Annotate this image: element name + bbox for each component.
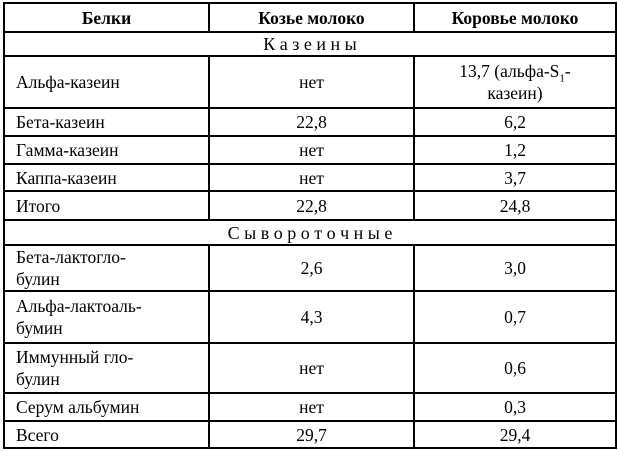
column-header-goat-milk: Козье молоко (208, 2, 415, 33)
protein-name-cell: Гамма-казеин (3, 135, 210, 165)
goat-milk-value-cell: 22,8 (208, 190, 415, 221)
cow-milk-value-cell: 3,7 (413, 163, 617, 192)
section-header-caseins: К а з е и н ы (3, 31, 617, 57)
table-row: Каппа-казеин нет 3,7 (3, 163, 617, 192)
section-header-whey: С ы в о р о т о ч н ы е (3, 219, 617, 246)
goat-milk-value-cell: нет (208, 392, 415, 422)
protein-name-cell: Серум альбумин (3, 392, 210, 422)
table-header-row: Белки Козье молоко Коровье молоко (3, 2, 617, 33)
table-row: Иммунный гло- булин нет 0,6 (3, 342, 617, 394)
goat-milk-value-cell: 29,7 (208, 420, 415, 449)
column-header-proteins: Белки (3, 2, 210, 33)
section-row-whey: С ы в о р о т о ч н ы е (3, 219, 617, 246)
cow-alpha-hyphen: - (564, 61, 571, 81)
goat-milk-value-cell: 22,8 (208, 107, 415, 137)
protein-name-cell: Каппа-казеин (3, 163, 210, 192)
cow-milk-value-cell: 29,4 (413, 420, 617, 449)
goat-milk-value-cell: нет (208, 163, 415, 192)
cow-milk-value-cell: 0,7 (413, 290, 617, 344)
protein-name-cell: Итого (3, 190, 210, 221)
protein-name-cell: Всего (3, 420, 210, 449)
goat-milk-value-cell: 4,3 (208, 290, 415, 344)
table-row: Альфа-казеин нет 13,7 (альфа-S1- казеин) (3, 55, 617, 109)
table-row-total: Всего 29,7 29,4 (3, 420, 617, 449)
table-row: Бета-лактогло- булин 2,6 3,0 (3, 244, 617, 292)
table-row: Гамма-казеин нет 1,2 (3, 135, 617, 165)
cow-milk-value-cell: 13,7 (альфа-S1- казеин) (413, 55, 617, 109)
cow-alpha-value-line2: казеин) (487, 83, 543, 103)
table-row: Бета-казеин 22,8 6,2 (3, 107, 617, 137)
cow-milk-value-cell: 0,6 (413, 342, 617, 394)
goat-milk-value-cell: нет (208, 342, 415, 394)
cow-alpha-value-line1: 13,7 (альфа-S (459, 61, 560, 81)
protein-name-cell: Альфа-казеин (3, 55, 210, 109)
table-row: Серум альбумин нет 0,3 (3, 392, 617, 422)
protein-name-cell: Иммунный гло- булин (3, 342, 210, 394)
protein-comparison-table: Белки Козье молоко Коровье молоко К а з … (3, 2, 617, 449)
protein-name-cell: Бета-казеин (3, 107, 210, 137)
protein-name-cell: Альфа-лактоаль- бумин (3, 290, 210, 344)
cow-milk-value-cell: 24,8 (413, 190, 617, 221)
cow-milk-value-cell: 3,0 (413, 244, 617, 292)
table-row: Альфа-лактоаль- бумин 4,3 0,7 (3, 290, 617, 344)
goat-milk-value-cell: 2,6 (208, 244, 415, 292)
column-header-cow-milk: Коровье молоко (413, 2, 617, 33)
cow-milk-value-cell: 6,2 (413, 107, 617, 137)
section-row-caseins: К а з е и н ы (3, 31, 617, 57)
cow-milk-value-cell: 1,2 (413, 135, 617, 165)
goat-milk-value-cell: нет (208, 55, 415, 109)
protein-name-cell: Бета-лактогло- булин (3, 244, 210, 292)
goat-milk-value-cell: нет (208, 135, 415, 165)
cow-milk-value-cell: 0,3 (413, 392, 617, 422)
cow-alpha-subscript: 1 (559, 72, 565, 85)
table-row-subtotal: Итого 22,8 24,8 (3, 190, 617, 221)
